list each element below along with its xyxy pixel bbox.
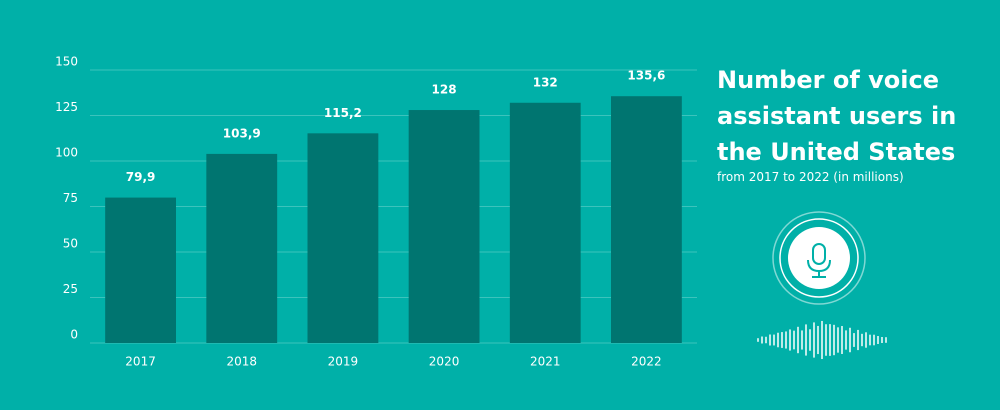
x-tick-label: 2020 <box>429 355 460 369</box>
y-tick-label: 25 <box>63 282 78 296</box>
waveform <box>757 320 887 360</box>
y-tick-label: 75 <box>63 191 78 205</box>
bar <box>105 197 176 343</box>
x-tick-label: 2017 <box>125 355 156 369</box>
mic-circle <box>788 227 850 289</box>
ring <box>772 211 866 305</box>
x-tick-label: 2018 <box>226 355 257 369</box>
bar <box>408 110 480 343</box>
x-tick-label: 2019 <box>328 355 359 369</box>
y-tick-label: 125 <box>55 100 78 114</box>
bar <box>206 153 278 343</box>
bar <box>307 133 379 343</box>
x-tick-label: 2021 <box>530 355 561 369</box>
y-tick-label: 150 <box>55 55 78 69</box>
chart-title: Number of voice assistant users in the U… <box>717 66 957 166</box>
data-label: 135,6 <box>627 69 665 83</box>
chart-subtitle: from 2017 to 2022 (in millions) <box>717 170 904 184</box>
data-label: 132 <box>533 75 558 89</box>
data-label: 128 <box>432 83 457 97</box>
y-tick-label: 0 <box>70 328 78 342</box>
bar <box>509 102 581 343</box>
decoration <box>757 211 887 360</box>
y-tick-label: 100 <box>55 146 78 160</box>
data-label: 79,9 <box>126 170 156 184</box>
mic-stand <box>807 259 831 278</box>
x-tick-label: 2022 <box>631 355 662 369</box>
bar <box>611 96 682 343</box>
ring <box>779 218 859 298</box>
data-label: 115,2 <box>324 106 362 120</box>
chart: 0 25 50 75 100 125 150 2017 79,9 2018 103,9 2019 115… <box>55 55 697 369</box>
data-label: 103,9 <box>223 126 261 140</box>
mic <box>812 243 826 265</box>
y-tick-label: 50 <box>63 237 78 251</box>
